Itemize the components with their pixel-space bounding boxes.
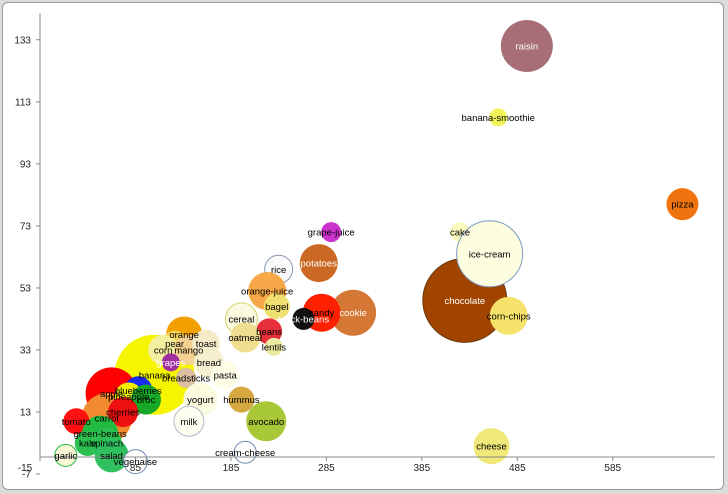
bubble-black-beans: [292, 307, 315, 330]
bubble-label-mango: mango: [174, 345, 203, 356]
bubble-label-banana-smoothie: banana-smoothie: [462, 113, 535, 124]
y-tick-label: 73: [20, 221, 32, 232]
x-tick-label: 485: [509, 463, 526, 474]
bubble-label-pineapple: pineapple: [108, 392, 149, 403]
bubble-label-cheese: cheese: [476, 442, 507, 453]
bubble-label-corn-chips: corn-chips: [487, 311, 531, 322]
y-tick-label: 33: [20, 345, 32, 356]
bubble-label-cherries: cherries: [106, 407, 140, 418]
x-tick-label: -15: [18, 463, 33, 474]
bubble-label-salad: salad: [100, 451, 123, 462]
bubble-grapes: [161, 353, 180, 372]
bubble-banana-smoothie: [489, 108, 508, 127]
bubble-label-potatoes: potatoes: [301, 259, 338, 270]
bubble-raisin: [500, 20, 553, 73]
bubble-broc: [130, 384, 161, 415]
bubble-label-pizza: pizza: [671, 200, 694, 211]
ticks-layer: -7 13 33 53 73 93 113 133 -15 85 185 285 385 485 585: [14, 35, 621, 480]
bubble-label-cake: cake: [450, 228, 470, 239]
bubble-label-bagel: bagel: [265, 302, 288, 313]
bubble-label-pear: pear: [165, 339, 184, 350]
bubble-label-corn: corn: [154, 345, 172, 356]
bubble-pasta: [211, 360, 240, 389]
bubble-oatmeal: [230, 322, 261, 353]
bubble-label-breadsticks: breadsticks: [162, 373, 210, 384]
axes-layer: [39, 13, 715, 461]
bubble-corn-chips: [489, 296, 528, 335]
chart-frame: -7 13 33 53 73 93 113 133 -15 85 185 285 385 485 585 r…: [2, 2, 724, 490]
bubble-label-kale: kale: [79, 438, 96, 449]
bubble-avocado: [246, 401, 287, 442]
y-tick-label: 53: [20, 283, 32, 294]
bubble-grape-juice: [321, 222, 342, 243]
x-tick-label: 585: [604, 463, 621, 474]
y-tick-label: 13: [20, 407, 32, 418]
y-tick-label: 93: [20, 159, 32, 170]
bubble-label-milk: milk: [180, 417, 197, 428]
x-tick-label: 385: [414, 463, 431, 474]
bubble-labels-layer: raisin banana-smoothie pizza cheese cake choc…: [54, 42, 694, 469]
bubble-pizza: [666, 188, 699, 221]
bubble-label-avocado: avocado: [248, 417, 284, 428]
bubble-label-orange-juice: orange-juice: [241, 287, 293, 298]
x-tick-label: 185: [223, 463, 240, 474]
y-tick-label: -7: [22, 470, 31, 481]
x-tick-label: 285: [318, 463, 335, 474]
bubble-breadsticks: [176, 367, 197, 388]
bubble-hummus: [228, 386, 255, 413]
bubble-label-carrot: carrot: [95, 414, 120, 425]
bubble-label-vegenaise: vegenaise: [114, 457, 157, 468]
bubble-label-lentils: lentils: [262, 342, 287, 353]
bubble-vegenaise: [122, 449, 148, 475]
bubble-milk: [173, 405, 205, 437]
bubble-label-pasta: pasta: [214, 370, 238, 381]
bubble-label-cookie: cookie: [339, 308, 366, 319]
bubble-ice-cream: [456, 220, 524, 288]
bubble-label-cereal: cereal: [228, 314, 254, 325]
bubble-label-orange: orange: [169, 330, 199, 341]
bubble-label-yogurt: yogurt: [187, 395, 214, 406]
bubble-tomato: [63, 408, 90, 435]
bubble-label-candy: candy: [309, 308, 335, 319]
bubble-label-hummus: hummus: [223, 395, 260, 406]
y-tick-label: 113: [15, 97, 31, 108]
bubble-salad: [94, 438, 129, 473]
bubble-label-rice: rice: [271, 265, 286, 276]
bubble-label-banana: banana: [139, 370, 171, 381]
bubble-label-bread: bread: [197, 358, 221, 369]
bubble-cream-cheese: [233, 440, 257, 464]
bubble-label-apple: apple: [100, 389, 123, 400]
bubble-label-chocolate: chocolate: [444, 296, 485, 307]
bubble-label-cream-cheese: cream-cheese: [215, 448, 275, 459]
bubble-cherries: [108, 396, 139, 427]
bubble-bagel: [263, 293, 290, 320]
bubble-label-grapes: grapes: [156, 358, 185, 369]
y-tick-label: 133: [14, 35, 31, 46]
bubble-label-blueberries: blueberries: [115, 386, 162, 397]
bubble-beans: [256, 318, 283, 345]
bubble-label-toast: toast: [196, 339, 217, 350]
bubble-label-grape-juice: grape-juice: [308, 228, 355, 239]
bubble-label-tomato: tomato: [62, 417, 91, 428]
bubble-cookie: [330, 289, 377, 336]
bubble-cheese: [473, 428, 510, 465]
bubble-lentils: [264, 337, 283, 356]
bubble-label-green-beans: green-beans: [73, 429, 127, 440]
bubble-potatoes: [299, 244, 338, 283]
bubble-label-broc: broc: [137, 395, 156, 406]
bubble-label-raisin: raisin: [515, 42, 538, 53]
bubble-label-beans: beans: [256, 327, 282, 338]
bubble-chart: -7 13 33 53 73 93 113 133 -15 85 185 285 385 485 585 r…: [14, 13, 715, 481]
bubble-label-black-beans: black-beans: [278, 314, 329, 325]
bubbles-layer: [54, 20, 699, 475]
bubble-label-oatmeal: oatmeal: [228, 333, 262, 344]
x-tick-label: 85: [130, 463, 142, 474]
bubble-label-spinach: spinach: [90, 438, 123, 449]
bubble-label-ice-cream: ice-cream: [469, 249, 511, 260]
bubble-label-garlic: garlic: [54, 451, 77, 462]
bubble-garlic: [54, 443, 78, 467]
